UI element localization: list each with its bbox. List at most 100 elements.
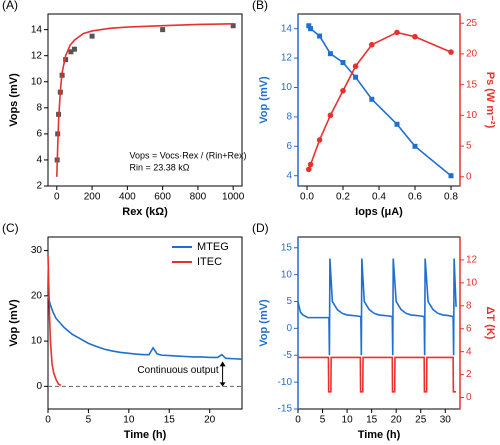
- y-tick-label: 5: [286, 296, 292, 307]
- arrow-head: [219, 382, 226, 387]
- y-axis-label: Vop (mV): [258, 76, 270, 124]
- marker: [369, 96, 375, 102]
- x-tick-label: 15: [366, 415, 378, 426]
- x-tick-label: 1000: [222, 192, 245, 203]
- legend-label: ITEC: [197, 256, 222, 268]
- marker: [327, 112, 334, 119]
- y-tick-label: 10: [281, 269, 293, 280]
- plot-frame: [47, 13, 243, 187]
- x-tick-label: 0.8: [444, 192, 458, 203]
- y2-tick-label: 0: [466, 392, 472, 403]
- y-tick-label: 15: [281, 242, 293, 253]
- y-axis-label: Vop (mV): [258, 299, 270, 347]
- x-tick-label: 800: [190, 192, 207, 203]
- marker: [307, 161, 314, 168]
- y-tick-label: 10: [31, 76, 43, 87]
- marker: [71, 46, 77, 52]
- y-tick-label: 30: [31, 245, 43, 256]
- x-tick-label: 0.2: [336, 192, 350, 203]
- x-tick-label: 15: [164, 415, 176, 426]
- y-tick-label: 2: [36, 181, 42, 192]
- y2-tick-label: 10: [466, 278, 478, 289]
- panel-label: (C): [2, 221, 19, 235]
- y-tick-label: 12: [281, 53, 293, 64]
- x-axis-label: Time (h): [358, 429, 401, 441]
- marker: [412, 143, 418, 149]
- y-tick-label: 4: [286, 170, 292, 181]
- x-tick-label: 5: [86, 415, 92, 426]
- x-axis-label: Rex (kΩ): [122, 206, 168, 218]
- marker: [230, 23, 236, 29]
- y-tick-label: 4: [36, 155, 42, 166]
- x-tick-label: 0.6: [408, 192, 422, 203]
- marker: [68, 49, 74, 55]
- annotation: Rin = 23.38 kΩ: [129, 162, 189, 172]
- y2-axis-label: ΔT (K): [484, 307, 496, 340]
- y-tick-label: 10: [31, 336, 43, 347]
- marker: [394, 121, 400, 127]
- y2-tick-label: 8: [466, 300, 472, 311]
- series-line: [297, 258, 457, 356]
- y-tick-label: 8: [286, 112, 292, 123]
- x-tick-label: 0: [54, 192, 60, 203]
- series-line: [47, 295, 243, 361]
- plot-frame: [297, 236, 461, 410]
- y2-tick-label: 25: [466, 18, 478, 29]
- marker: [306, 23, 312, 29]
- series-line: [298, 356, 457, 393]
- marker: [306, 166, 312, 173]
- y-tick-label: 12: [31, 50, 43, 61]
- marker: [369, 41, 375, 48]
- y-tick-label: 14: [31, 24, 43, 35]
- x-tick-label: 20: [391, 415, 403, 426]
- x-tick-label: 30: [440, 415, 452, 426]
- y-tick-label: -10: [278, 377, 293, 388]
- y2-axis-label: Ps (W m⁻²): [484, 72, 496, 129]
- y2-tick-label: 0: [466, 171, 472, 182]
- y2-tick-label: 2: [466, 369, 472, 380]
- series-line: [56, 22, 234, 177]
- y-axis-label: Vop (mV): [8, 299, 20, 347]
- plot-frame: [47, 236, 243, 410]
- y-tick-label: -15: [278, 404, 293, 415]
- annotation: Continuous output: [137, 365, 218, 376]
- x-tick-label: 0.0: [300, 192, 314, 203]
- x-tick-label: 25: [415, 415, 427, 426]
- y-tick-label: 20: [31, 290, 43, 301]
- panel-label: (A): [2, 0, 18, 12]
- marker: [353, 74, 359, 80]
- x-tick-label: 600: [154, 192, 171, 203]
- marker: [160, 27, 166, 33]
- series-line: [47, 255, 62, 387]
- y2-tick-label: 5: [466, 141, 472, 152]
- annotation: Vops = Vocs·Rex / (Rin+Rex): [129, 150, 246, 160]
- series-line: [308, 25, 452, 177]
- x-tick-label: 200: [84, 192, 101, 203]
- y2-tick-label: 4: [466, 346, 472, 357]
- x-tick-label: 5: [320, 415, 326, 426]
- y-axis-label: Vops (mV): [8, 73, 20, 127]
- x-axis-label: Iops (μA): [355, 206, 403, 218]
- marker: [89, 33, 95, 39]
- marker: [316, 137, 323, 143]
- y-tick-label: 0: [36, 381, 42, 392]
- y-tick-label: 14: [281, 23, 293, 34]
- y-tick-label: -5: [283, 350, 292, 361]
- x-tick-label: 0.4: [372, 192, 386, 203]
- y-tick-label: 0: [286, 323, 292, 334]
- y2-tick-label: 12: [466, 255, 478, 266]
- x-tick-label: 0: [45, 415, 51, 426]
- marker: [412, 33, 418, 40]
- y2-tick-label: 15: [466, 79, 478, 90]
- x-tick-label: 20: [204, 415, 216, 426]
- panel-label: (B): [252, 0, 268, 12]
- marker: [327, 51, 333, 57]
- marker: [394, 29, 400, 36]
- marker: [448, 173, 454, 179]
- x-tick-label: 400: [119, 192, 136, 203]
- marker: [340, 60, 346, 66]
- marker: [352, 63, 359, 70]
- arrow-head: [219, 361, 226, 367]
- y2-tick-label: 6: [466, 323, 472, 334]
